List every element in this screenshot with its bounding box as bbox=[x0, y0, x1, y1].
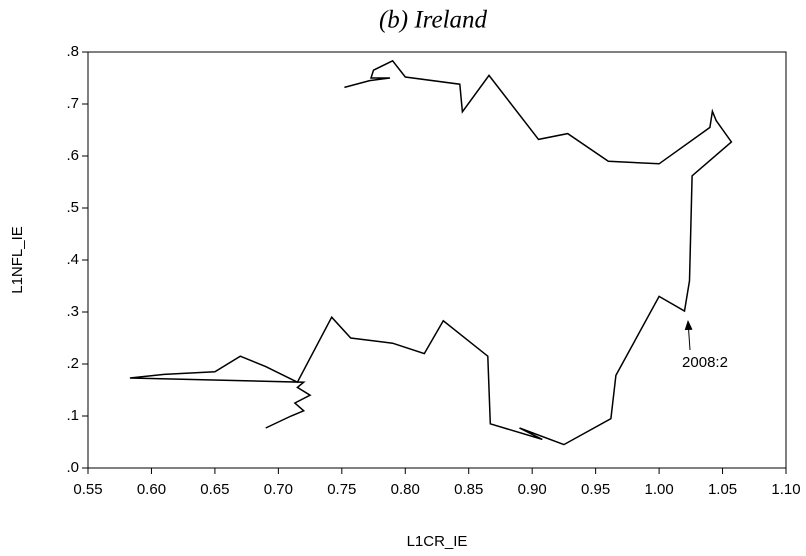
x-tick-label: 0.60 bbox=[137, 481, 166, 498]
annotation: 2008:2 bbox=[682, 354, 728, 371]
y-axis-label: L1NFL_IE bbox=[9, 226, 26, 294]
x-tick-label: 0.90 bbox=[518, 481, 547, 498]
y-tick-label: .2 bbox=[66, 355, 79, 372]
x-tick-label: 1.10 bbox=[771, 481, 800, 498]
chart-title: (b) Ireland bbox=[379, 7, 488, 34]
y-tick-label: .0 bbox=[66, 459, 79, 476]
x-tick-label: 0.85 bbox=[454, 481, 483, 498]
y-tick-label: .3 bbox=[66, 303, 79, 320]
y-tick-label: .8 bbox=[66, 43, 79, 60]
data-line bbox=[129, 59, 733, 446]
y-tick-label: .5 bbox=[66, 199, 79, 216]
x-tick-label: 0.75 bbox=[327, 481, 356, 498]
y-tick-label: .1 bbox=[66, 407, 79, 424]
y-tick-label: .6 bbox=[66, 147, 79, 164]
x-tick-label: 0.95 bbox=[581, 481, 610, 498]
annotation-arrow bbox=[684, 320, 693, 351]
y-tick-label: .4 bbox=[66, 251, 79, 268]
x-tick-label: 0.80 bbox=[391, 481, 420, 498]
x-tick-label: 0.65 bbox=[200, 481, 229, 498]
x-tick-label: 0.55 bbox=[73, 481, 102, 498]
x-tick-label: 0.70 bbox=[264, 481, 293, 498]
x-tick-label: 1.00 bbox=[644, 481, 673, 498]
plot-frame bbox=[87, 51, 787, 469]
x-axis-label: L1CR_IE bbox=[407, 533, 468, 550]
x-tick-label: 1.05 bbox=[708, 481, 737, 498]
y-tick-label: .7 bbox=[66, 95, 79, 112]
